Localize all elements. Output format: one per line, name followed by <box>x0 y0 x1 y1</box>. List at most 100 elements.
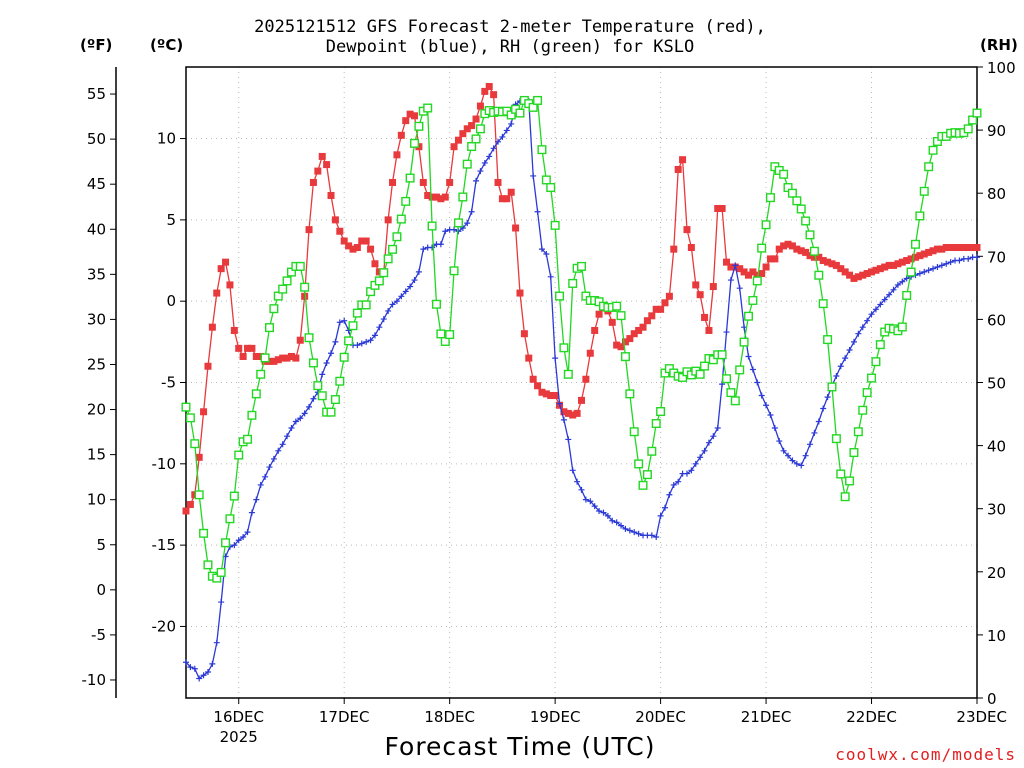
temperature-marker <box>683 226 691 234</box>
rh-marker <box>787 188 797 198</box>
dewpoint-marker <box>868 311 875 318</box>
temperature-marker <box>837 265 845 273</box>
temperature-marker <box>371 260 379 268</box>
rh-marker <box>313 381 323 391</box>
rh-marker <box>352 308 362 318</box>
dewpoint-marker <box>886 291 893 298</box>
dewpoint-marker <box>899 278 906 285</box>
dewpoint-marker <box>275 447 282 454</box>
rh-marker <box>809 246 819 256</box>
rh-marker <box>243 434 253 444</box>
temperature-marker <box>309 178 317 186</box>
temperature-marker <box>652 305 660 313</box>
rh-marker <box>541 175 551 185</box>
dewpoint-marker <box>547 273 554 280</box>
rh-marker <box>533 95 543 105</box>
dewpoint-marker <box>380 316 387 323</box>
temperature-marker <box>674 165 682 173</box>
temperature-marker <box>327 191 335 199</box>
dewpoint-marker <box>705 439 712 446</box>
dewpoint-marker <box>257 481 264 488</box>
temperature-marker <box>314 167 322 175</box>
dewpoint-marker <box>538 246 545 253</box>
temperature-marker <box>766 255 774 263</box>
dewpoint-marker <box>495 138 502 145</box>
temperature-marker <box>591 326 599 334</box>
dewpoint-marker <box>947 259 954 266</box>
dewpoint-marker <box>248 509 255 516</box>
rh-tick-label: 0 <box>987 690 997 708</box>
rh-marker <box>656 407 666 417</box>
temperature-marker <box>362 237 370 245</box>
temperature-marker <box>815 253 823 261</box>
dewpoint-marker <box>393 298 400 305</box>
temperature-marker <box>617 343 625 351</box>
rh-marker <box>867 373 877 383</box>
temperature-marker <box>657 305 665 313</box>
dewpoint-marker <box>367 337 374 344</box>
dewpoint-marker <box>508 120 515 127</box>
temperature-marker <box>402 117 410 125</box>
temperature-marker <box>828 260 836 268</box>
temperature-marker <box>331 216 339 224</box>
rh-marker <box>625 389 635 399</box>
dewpoint-marker <box>543 251 550 258</box>
rh-marker <box>647 446 657 456</box>
temperature-marker <box>929 247 937 255</box>
rh-marker <box>814 270 824 280</box>
temperature-marker <box>578 396 585 404</box>
dewpoint-marker <box>323 359 330 366</box>
rh-marker <box>471 134 481 144</box>
temperature-marker <box>441 193 449 201</box>
temperature-marker <box>301 292 309 300</box>
temperature-marker <box>182 507 190 515</box>
rh-marker <box>836 469 846 479</box>
rh-marker <box>379 268 389 278</box>
fahrenheit-tick-label: 30 <box>87 310 106 328</box>
dewpoint-marker <box>745 353 752 360</box>
temperature-marker <box>955 244 963 252</box>
dewpoint-marker <box>618 522 625 529</box>
dewpoint-marker <box>310 395 317 402</box>
rh-marker <box>396 214 406 224</box>
temperature-marker <box>490 91 498 99</box>
rh-marker <box>568 278 578 288</box>
dewpoint-marker <box>486 153 493 160</box>
temperature-marker <box>780 242 788 250</box>
dewpoint-marker <box>820 405 827 412</box>
rh-marker <box>269 304 279 314</box>
rh-marker <box>853 427 863 437</box>
dewpoint-marker <box>894 281 901 288</box>
rh-marker <box>295 261 305 271</box>
temperature-marker <box>736 265 744 273</box>
dewpoint-marker <box>235 537 242 544</box>
rh-marker <box>748 295 758 305</box>
temperature-marker <box>613 341 621 349</box>
temperature-marker <box>419 178 427 186</box>
temperature-marker <box>740 268 748 276</box>
fahrenheit-axis-unit: (ºF) <box>80 36 113 54</box>
dewpoint-marker <box>798 462 805 469</box>
temperature-marker <box>705 326 713 334</box>
dewpoint-marker <box>481 159 488 166</box>
celsius-tick-label: 5 <box>166 211 176 229</box>
temperature-marker <box>938 245 946 253</box>
temperature-marker <box>542 390 550 398</box>
rh-marker <box>638 480 648 490</box>
temperature-marker <box>916 252 924 260</box>
rh-marker <box>251 389 261 399</box>
rh-marker <box>875 340 885 350</box>
dewpoint-marker <box>727 277 734 284</box>
temperature-marker <box>367 245 375 253</box>
rh-marker <box>194 490 204 500</box>
temperature-marker <box>186 500 194 508</box>
dewpoint-marker <box>231 542 238 549</box>
rh-marker <box>190 439 200 449</box>
temperature-marker <box>340 237 348 245</box>
temperature-marker <box>485 83 493 91</box>
dewpoint-marker <box>437 241 444 248</box>
temperature-marker <box>947 244 955 252</box>
rh-marker <box>765 193 775 203</box>
rh-marker <box>862 388 872 398</box>
rh-marker <box>388 244 398 254</box>
